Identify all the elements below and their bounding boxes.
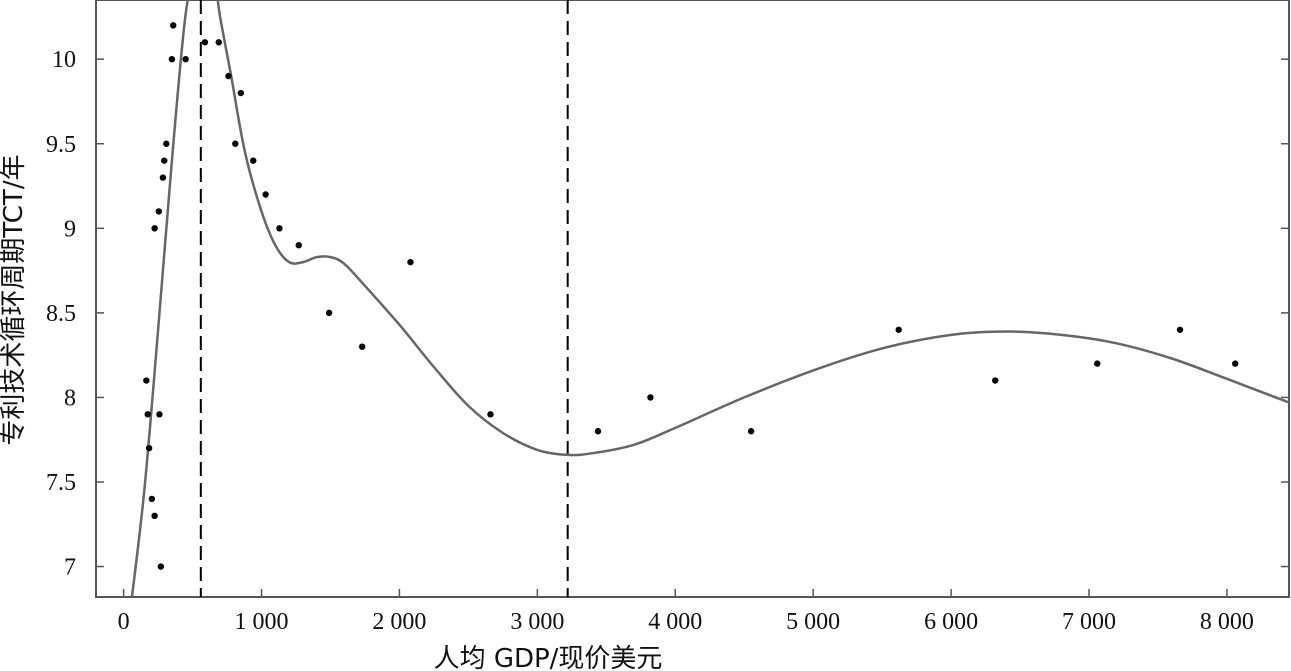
y-tick-label: 9.5 [46,132,76,158]
fit-curve [130,0,1289,597]
x-tick-label: 2 000 [372,609,426,635]
data-point [237,89,245,97]
data-point [358,343,366,350]
y-axis: 7 7.5 8 8.5 9 9.5 10 [46,47,1289,581]
x-tick-label: 3 000 [510,609,564,635]
data-point [156,411,163,418]
x-tick-label: 5 000 [786,609,840,635]
plot-frame [95,0,1290,598]
data-point [1232,360,1239,367]
data-point [232,140,239,147]
data-point [168,55,176,63]
data-point [159,174,167,181]
x-tick-label: 7 000 [1062,609,1116,635]
data-point [170,22,177,29]
data-point [594,428,602,435]
x-tick-label: 4 000 [648,609,702,635]
data-point [157,563,165,570]
data-point [151,512,158,520]
data-point [144,411,151,418]
data-point [143,377,150,384]
fit-curve-group [130,0,1289,597]
x-tick-label: 6 000 [924,609,978,635]
data-point [992,377,999,384]
data-point [155,208,162,215]
y-tick-label: 7.5 [46,470,76,496]
data-point [225,72,232,80]
data-point [215,39,222,46]
x-axis-title: 人均 GDP/现价美元 [434,644,663,671]
x-tick-label: 8 000 [1200,609,1254,635]
y-tick-label: 8.5 [46,301,76,327]
data-points [143,22,1239,570]
data-point [895,326,902,333]
data-point [201,39,209,46]
data-point [148,495,156,503]
y-tick-label: 8 [64,385,76,411]
data-point [647,394,654,401]
data-point [276,225,283,232]
y-tick-label: 10 [52,47,76,73]
x-tick-label: 0 [118,609,130,635]
data-point [262,191,269,198]
y-tick-label: 7 [64,555,76,581]
data-point [295,242,302,249]
y-axis-title: 专利技术循环周期TCT/年 [0,154,29,445]
data-point [145,444,153,452]
data-point [487,411,494,418]
data-point [163,140,170,147]
data-point [1176,326,1184,333]
data-point [250,157,257,164]
data-point [161,157,168,164]
data-point [182,55,189,63]
data-point [747,428,755,435]
reference-lines [199,0,569,597]
data-point [1094,360,1101,367]
data-point [407,258,414,266]
y-tick-label: 9 [64,216,76,242]
data-point [325,309,333,317]
data-point [151,225,158,232]
x-tick-label: 1 000 [235,609,289,635]
x-axis: 0 1 000 2 000 3 000 4 000 5 000 6 000 7 000 8 00… [118,589,1254,635]
